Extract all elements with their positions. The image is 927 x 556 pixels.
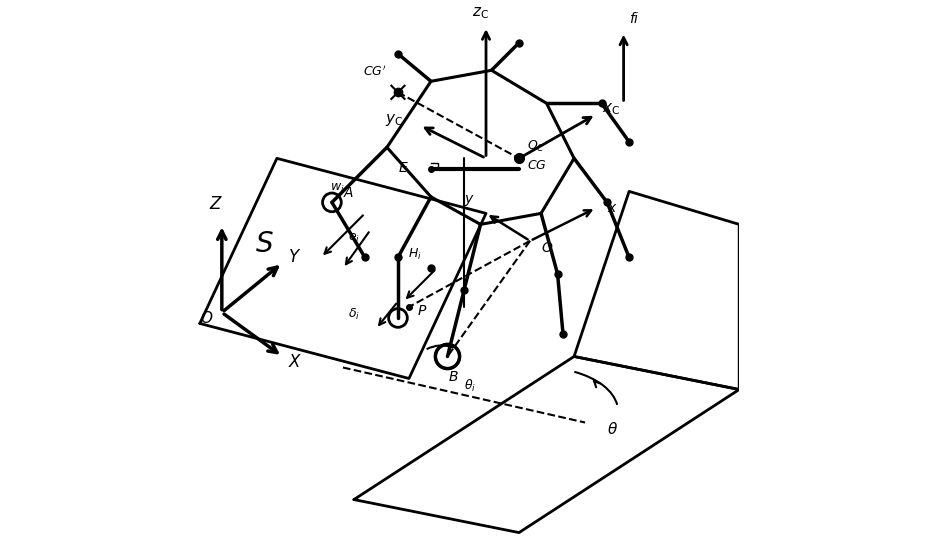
Text: $x$: $x$ xyxy=(606,201,617,215)
Text: $P$: $P$ xyxy=(417,304,427,318)
Text: $Y$: $Y$ xyxy=(287,249,300,266)
Text: $z_{\mathrm{C}}$: $z_{\mathrm{C}}$ xyxy=(472,5,489,21)
Text: $X$: $X$ xyxy=(287,353,302,371)
Text: $E$: $E$ xyxy=(398,161,409,175)
Text: $y_{\mathrm{C}}$: $y_{\mathrm{C}}$ xyxy=(385,112,403,128)
Text: $B$: $B$ xyxy=(447,370,458,384)
Text: $w_i$: $w_i$ xyxy=(330,182,344,196)
Text: $O_C$: $O_C$ xyxy=(527,139,545,154)
Text: $O$: $O$ xyxy=(540,241,552,255)
Text: $O$: $O$ xyxy=(199,310,213,326)
Text: $A$: $A$ xyxy=(343,186,354,200)
Text: $Z$: $Z$ xyxy=(210,195,223,214)
Text: $CG'$: $CG'$ xyxy=(363,64,387,78)
Text: $e_i$: $e_i$ xyxy=(348,232,360,245)
Text: $x_{\mathrm{C}}$: $x_{\mathrm{C}}$ xyxy=(601,101,619,117)
Text: $\delta_i$: $\delta_i$ xyxy=(348,307,360,322)
Text: $CG$: $CG$ xyxy=(527,160,547,172)
Text: $\theta_i$: $\theta_i$ xyxy=(464,378,476,394)
Text: $fi$: $fi$ xyxy=(629,11,639,26)
Text: $H_i$: $H_i$ xyxy=(407,246,421,261)
Text: $S$: $S$ xyxy=(255,230,273,258)
Text: $\theta$: $\theta$ xyxy=(606,420,617,436)
Text: $y$: $y$ xyxy=(464,193,475,208)
